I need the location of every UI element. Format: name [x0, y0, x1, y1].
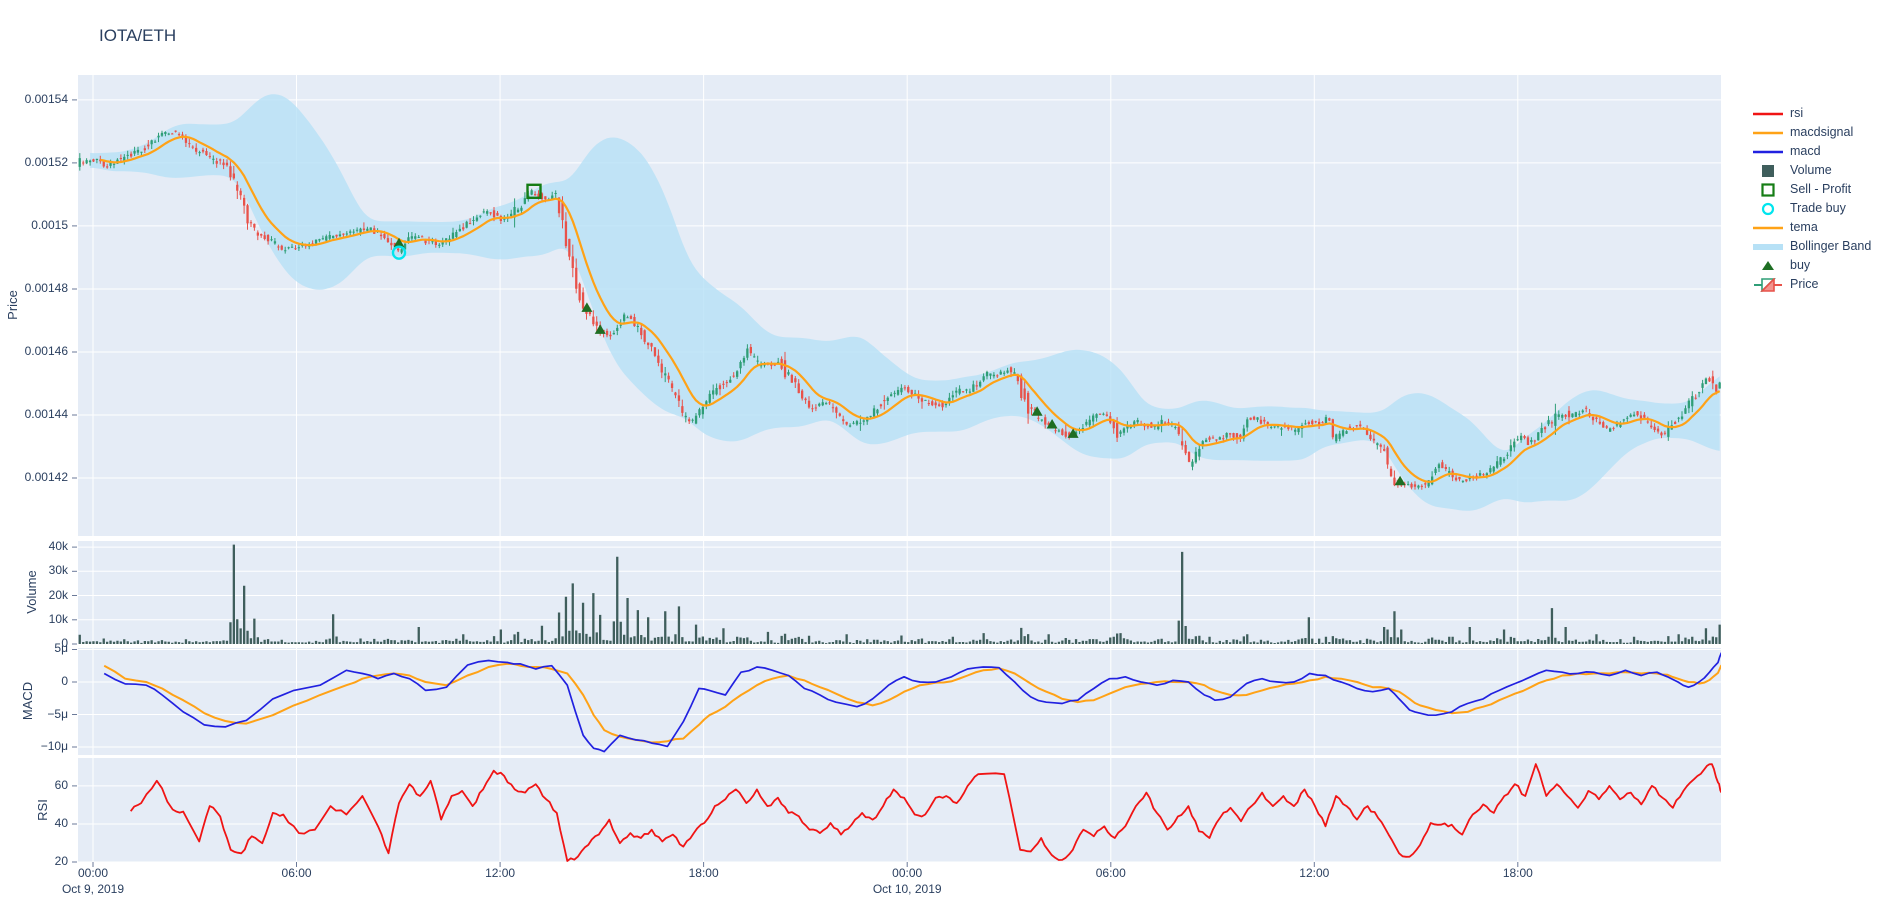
- y-tick-label: −10μ: [40, 739, 68, 753]
- y-tick-label: 0.00142: [24, 470, 68, 485]
- y-tick-label: 10k: [48, 611, 68, 626]
- buy-marker-icon[interactable]: [393, 237, 405, 248]
- legend-item-macdsignal[interactable]: macdsignal: [1752, 123, 1871, 142]
- y-tick-label: 0.00152: [24, 154, 68, 169]
- legend-item-bollinger-band[interactable]: Bollinger Band: [1752, 237, 1871, 256]
- macd-panel[interactable]: [103, 652, 1721, 753]
- x-tick-label: 18:00: [688, 866, 719, 880]
- buy-marker-icon[interactable]: [1394, 475, 1406, 486]
- x-tick-label: 12:00: [485, 866, 516, 880]
- legend-item-tema[interactable]: tema: [1752, 218, 1871, 237]
- chart-legend: rsi macdsignal macd Volume Sell - Profit Trad…: [1752, 104, 1871, 294]
- buy-marker-icon[interactable]: [594, 324, 606, 334]
- x-tick-label: 00:00: [77, 866, 109, 880]
- buy-marker-icon[interactable]: [1031, 406, 1043, 416]
- tema-line: [100, 135, 1721, 483]
- x-tick-label: 12:00: [1299, 866, 1330, 880]
- legend-item-label: Sell - Profit: [1790, 182, 1852, 196]
- x-tick-label: 00:00: [892, 866, 923, 880]
- rsi-line: [129, 763, 1721, 862]
- y-tick-label: 60: [54, 777, 68, 792]
- y-tick-label: 0: [61, 673, 68, 688]
- buy-marker-icon[interactable]: [1046, 419, 1058, 429]
- rsi-swatch-icon: [1753, 112, 1783, 115]
- y-axis-title-price: Price: [5, 290, 20, 320]
- sell-profit-swatch-icon: [1761, 182, 1775, 197]
- x-tick-date-label: Oct 10, 2019: [872, 882, 942, 896]
- legend-item-label: tema: [1790, 220, 1818, 234]
- macd-line: [103, 652, 1721, 753]
- legend-item-trade-buy[interactable]: Trade buy: [1752, 199, 1871, 218]
- rsi-panel[interactable]: [129, 763, 1722, 862]
- legend-item-label: Bollinger Band: [1790, 239, 1872, 253]
- y-tick-label: 0.00146: [24, 343, 68, 358]
- legend-item-volume[interactable]: Volume: [1752, 161, 1871, 180]
- legend-item-sell-profit[interactable]: Sell - Profit: [1752, 180, 1871, 199]
- buy-marker-icon[interactable]: [1067, 428, 1079, 438]
- tema-swatch-icon: [1753, 226, 1783, 229]
- y-tick-label: 20k: [48, 587, 68, 602]
- y-tick-label: 0.0015: [31, 217, 68, 232]
- price-swatch-icon: [1754, 277, 1782, 292]
- legend-item-label: macdsignal: [1790, 125, 1854, 139]
- legend-item-label: buy: [1790, 258, 1811, 272]
- price-panel[interactable]: [78, 94, 1721, 511]
- macdsignal-line: [103, 662, 1721, 744]
- bollinger-band-swatch-icon: [1753, 243, 1783, 250]
- bollinger-band-area: [90, 94, 1720, 511]
- y-tick-label: 0.00144: [24, 406, 68, 421]
- x-tick-label: 18:00: [1502, 866, 1533, 880]
- buy-marker-icon[interactable]: [581, 302, 593, 312]
- sell-profit-marker-icon[interactable]: [526, 183, 542, 200]
- y-tick-label: 0.00154: [24, 91, 68, 106]
- buy-swatch-icon: [1762, 260, 1774, 270]
- legend-item-label: Volume: [1790, 163, 1832, 177]
- y-tick-label: 20: [54, 854, 68, 868]
- y-tick-label: 40: [54, 815, 68, 830]
- macd-swatch-icon: [1753, 150, 1783, 153]
- trade-buy-swatch-icon: [1761, 202, 1775, 215]
- x-tick-label: 06:00: [281, 866, 312, 880]
- legend-item-label: rsi: [1790, 106, 1804, 120]
- y-tick-label: 0: [61, 636, 68, 650]
- page-title: IOTA/ETH: [99, 26, 177, 45]
- y-tick-label: 5μ: [54, 641, 68, 656]
- x-tick-label: 06:00: [1095, 866, 1126, 880]
- legend-item-label: macd: [1790, 144, 1821, 158]
- x-tick-date-label: Oct 9, 2019: [61, 882, 125, 896]
- y-tick-label: 0.00148: [24, 280, 68, 295]
- y-tick-label: 30k: [48, 563, 68, 578]
- legend-item-label: Price: [1790, 277, 1819, 291]
- legend-item-macd[interactable]: macd: [1752, 142, 1871, 161]
- y-tick-label: 40k: [48, 539, 68, 554]
- volume-swatch-icon: [1762, 164, 1774, 177]
- legend-item-rsi[interactable]: rsi: [1752, 104, 1871, 123]
- macdsignal-swatch-icon: [1753, 131, 1783, 134]
- y-tick-label: −5μ: [47, 706, 68, 721]
- axis-tick-marks: [72, 99, 1519, 867]
- legend-item-label: Trade buy: [1790, 201, 1846, 215]
- legend-item-buy[interactable]: buy: [1752, 256, 1871, 275]
- legend-item-price[interactable]: Price: [1752, 275, 1871, 294]
- trade-buy-marker-icon[interactable]: [391, 245, 407, 260]
